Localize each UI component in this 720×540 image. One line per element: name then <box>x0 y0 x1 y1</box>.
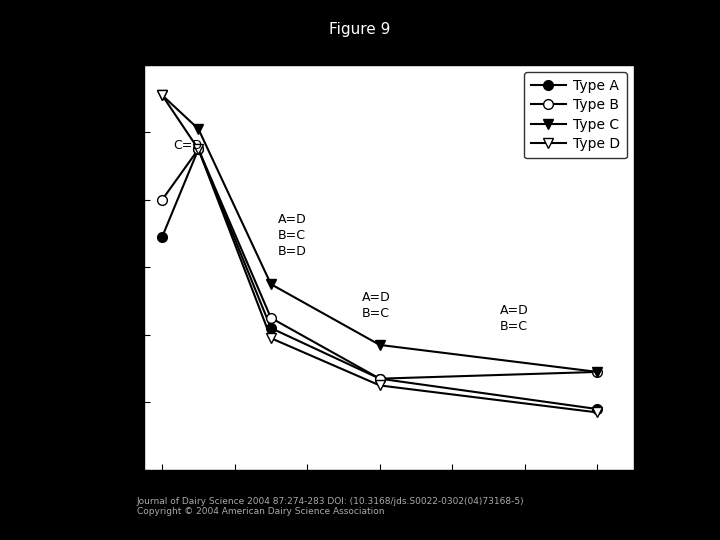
Text: Figure 9: Figure 9 <box>329 22 391 37</box>
Type C <box>158 92 166 98</box>
Text: A=D
B=C: A=D B=C <box>361 291 390 320</box>
Type A <box>593 406 602 413</box>
Type A <box>158 234 166 240</box>
Type A <box>375 375 384 382</box>
Type C <box>194 126 203 132</box>
Type B <box>593 369 602 375</box>
X-axis label: Age (d): Age (d) <box>358 497 420 512</box>
Type D <box>375 382 384 389</box>
Type D <box>266 335 275 341</box>
Y-axis label: Hardness (N): Hardness (N) <box>89 211 104 323</box>
Text: C=D: C=D <box>173 139 202 152</box>
Type B <box>194 146 203 152</box>
Text: A=D
B=C: A=D B=C <box>500 305 528 333</box>
Line: Type B: Type B <box>157 144 602 383</box>
Text: Journal of Dairy Science 2004 87:274-283 DOI: (10.3168/jds.S0022-0302(04)73168-5: Journal of Dairy Science 2004 87:274-283… <box>137 497 524 516</box>
Line: Type D: Type D <box>157 90 602 417</box>
Line: Type C: Type C <box>157 90 602 377</box>
Line: Type A: Type A <box>157 144 602 414</box>
Type C <box>266 281 275 287</box>
Type A <box>266 325 275 331</box>
Text: A=D
B=C
B=D: A=D B=C B=D <box>278 213 307 258</box>
Type D <box>194 146 203 152</box>
Type B <box>266 315 275 321</box>
Type C <box>593 369 602 375</box>
Type A <box>194 146 203 152</box>
Type B <box>158 197 166 203</box>
Type B <box>375 375 384 382</box>
Legend: Type A, Type B, Type C, Type D: Type A, Type B, Type C, Type D <box>524 72 626 158</box>
Type D <box>593 409 602 416</box>
Type D <box>158 92 166 98</box>
Type C <box>375 342 384 348</box>
